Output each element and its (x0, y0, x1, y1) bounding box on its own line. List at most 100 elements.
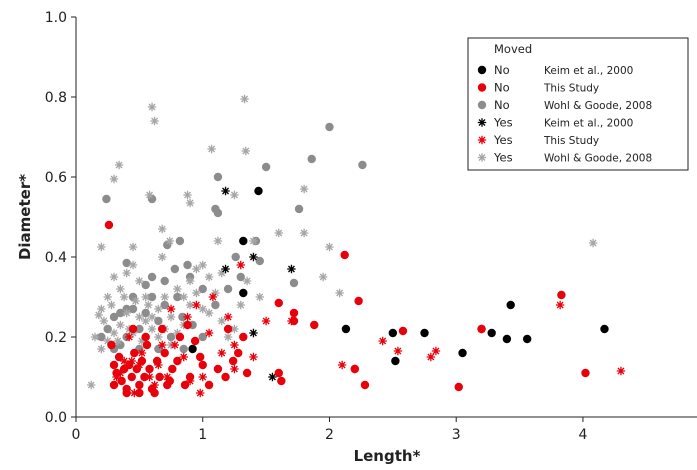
data-point (147, 292, 157, 302)
data-point (198, 260, 207, 270)
legend-title: Moved (494, 42, 532, 56)
data-point (103, 324, 112, 334)
data-point (196, 388, 205, 398)
data-point (198, 372, 207, 382)
data-point (144, 300, 153, 310)
legend-source-label: Keim et al., 2000 (544, 65, 633, 77)
data-point (166, 312, 176, 322)
data-point (213, 172, 223, 182)
data-point (426, 352, 436, 362)
data-point (239, 288, 248, 298)
data-point (588, 238, 598, 248)
data-point (104, 220, 114, 230)
x-tick-label: 0 (72, 427, 81, 443)
data-point (122, 268, 131, 278)
data-point (391, 356, 400, 366)
data-point (236, 260, 245, 270)
data-point (154, 316, 163, 326)
data-point (135, 312, 144, 322)
data-point (183, 260, 192, 270)
data-point (154, 360, 163, 370)
data-point (299, 228, 309, 238)
data-point (249, 328, 258, 338)
legend-marker (477, 100, 487, 110)
y-tick-label: 0.6 (45, 170, 67, 186)
data-point (125, 332, 134, 342)
data-point (239, 236, 248, 246)
data-point (114, 160, 124, 170)
data-point (175, 236, 185, 246)
data-point (154, 332, 163, 342)
data-point (211, 300, 220, 310)
data-point (122, 308, 131, 318)
data-point (185, 276, 195, 286)
legend-moved-label: Yes (493, 116, 513, 130)
data-point (289, 278, 299, 288)
data-point (192, 300, 201, 310)
data-point (557, 290, 566, 300)
plot-area (87, 94, 626, 398)
data-point (217, 316, 226, 326)
data-point (420, 328, 429, 338)
data-point (236, 272, 245, 282)
data-point (128, 324, 138, 334)
data-point (198, 304, 207, 314)
x-axis-title: Length* (354, 447, 421, 465)
data-point (431, 346, 441, 356)
data-point (522, 334, 532, 344)
data-point (160, 348, 169, 358)
data-point (173, 284, 182, 294)
data-point (234, 348, 243, 358)
legend-moved-label: Yes (493, 133, 513, 147)
data-point (274, 298, 283, 308)
data-point (198, 360, 207, 370)
data-point (137, 336, 147, 346)
legend-moved-label: No (494, 81, 510, 95)
data-point (228, 356, 238, 366)
series-group (221, 186, 296, 382)
data-point (131, 296, 140, 306)
data-point (240, 94, 249, 104)
data-point (90, 332, 100, 342)
data-point (299, 184, 309, 194)
data-point (325, 242, 334, 252)
data-point (289, 308, 299, 318)
data-point (217, 348, 226, 358)
data-point (103, 292, 112, 302)
data-point (211, 288, 220, 298)
data-point (102, 194, 111, 204)
data-point (221, 186, 230, 196)
data-point (116, 308, 125, 318)
data-point (223, 332, 233, 342)
data-point (183, 190, 192, 200)
data-point (204, 328, 214, 338)
data-point (398, 326, 408, 336)
data-point (378, 336, 387, 346)
legend-source-label: Wohl & Goode, 2008 (544, 100, 652, 112)
data-point (145, 364, 154, 374)
data-point (150, 116, 159, 126)
data-point (160, 276, 169, 286)
data-point (230, 340, 239, 350)
data-point (242, 368, 252, 378)
data-point (150, 388, 159, 398)
data-point (128, 242, 138, 252)
data-point (249, 252, 258, 262)
data-point (249, 352, 258, 362)
data-point (179, 344, 188, 354)
data-point (310, 320, 319, 330)
data-point (109, 380, 119, 390)
legend: Moved No Keim et al., 2000 No This Study No Wo… (467, 37, 689, 171)
data-point (337, 360, 347, 370)
data-point (188, 344, 197, 354)
data-point (255, 292, 264, 302)
data-point (141, 292, 150, 302)
data-point (261, 316, 271, 326)
data-point (99, 316, 109, 326)
data-point (223, 312, 233, 322)
data-point (147, 102, 157, 112)
data-point (183, 312, 192, 322)
series-group (97, 122, 367, 354)
data-point (107, 300, 116, 310)
